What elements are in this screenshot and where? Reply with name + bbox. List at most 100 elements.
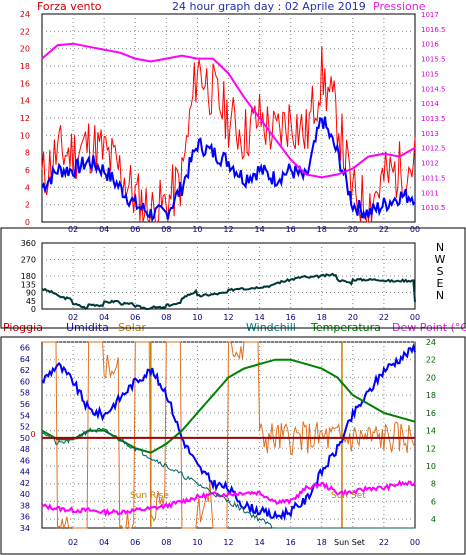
pressure-tick: 1011 [421,189,439,197]
series-pressure [41,42,416,179]
humidity-tick: 50 [20,434,30,443]
direction-tick: 270 [21,256,36,265]
x-tick: 10 [192,225,202,234]
pressure-tick: 1014 [421,100,439,108]
wind-speed-tick: 12 [20,114,30,123]
x-tick: 02 [68,225,78,234]
pressure-tick: 1013 [421,130,439,138]
direction-tick: 45 [26,297,36,306]
sun-set-axis-label: Sun Set [334,538,365,547]
rain-zero-label: 0 [30,430,35,439]
humidity-tick: 64 [20,355,30,364]
temperature-tick: 24 [426,338,436,347]
direction-tick: 135 [21,280,36,289]
x-tick: 04 [99,225,109,234]
x-tick: 04 [99,313,109,322]
pressure-tick: 1016.5 [421,26,446,34]
series-wind-speed [41,46,416,224]
x-tick: 02 [68,538,78,547]
x-tick: 06 [130,313,140,322]
wind-speed-tick: 2 [25,201,30,210]
x-tick: 16 [286,225,296,234]
x-tick: 10 [192,313,202,322]
x-tick: 22 [379,538,389,547]
header-right-label: Pressione [373,0,426,13]
humidity-tick: 34 [20,524,30,533]
humidity-tick: 42 [20,479,30,488]
direction-tick: 90 [26,289,36,298]
bottom-panel-box [0,336,466,555]
compass-label: W [435,253,446,266]
x-tick: 18 [317,538,327,547]
temperature-tick: 4 [431,515,436,524]
temperature-tick: 10 [426,462,436,471]
wind-speed-tick: 10 [20,131,30,140]
wind-speed-tick: 20 [20,45,30,54]
x-tick: 12 [223,538,233,547]
humidity-tick: 44 [20,468,30,477]
x-tick: 20 [348,313,358,322]
temperature-tick: 20 [426,373,436,382]
wind-speed-tick: 0 [25,218,30,227]
wind-speed-tick: 22 [20,27,30,36]
middle-panel-box [0,227,466,329]
x-tick: 14 [254,538,264,547]
x-tick: 08 [161,313,171,322]
series-dewpoint [41,479,416,517]
temperature-tick: 12 [426,444,436,453]
direction-tick: 0 [31,305,36,314]
x-tick: 16 [286,313,296,322]
humidity-tick: 52 [20,423,30,432]
x-tick: 18 [317,313,327,322]
wind-speed-tick: 8 [25,149,30,158]
x-tick: 10 [192,538,202,547]
direction-tick: 180 [21,272,36,281]
humidity-tick: 54 [20,411,30,420]
wind-speed-tick: 14 [20,97,30,106]
x-tick: 14 [254,225,264,234]
x-tick: 00 [410,225,420,234]
wind-speed-tick: 18 [20,62,30,71]
x-tick: 14 [254,313,264,322]
x-tick: 06 [130,538,140,547]
series-windchill [41,427,415,529]
x-tick: 08 [161,538,171,547]
x-tick: 18 [317,225,327,234]
humidity-tick: 56 [20,400,30,409]
pressure-tick: 1011.5 [421,174,446,182]
sun-rise-label: Sun Rise [130,491,169,501]
header-left-label: Forza vento [37,0,102,13]
humidity-tick: 58 [20,389,30,398]
x-tick: 00 [410,538,420,547]
temperature-tick: 6 [431,497,436,506]
sun-set-label: Sun Set [331,491,366,501]
humidity-tick: 48 [20,445,30,454]
pressure-tick: 1015 [421,70,439,78]
humidity-tick: 62 [20,366,30,375]
x-tick: 16 [286,538,296,547]
humidity-tick: 66 [20,344,30,353]
series-direction [41,272,416,311]
page-title: 24 hour graph day : 02 Aprile 2019 [172,0,366,13]
pressure-tick: 1012 [421,160,439,168]
humidity-tick: 40 [20,490,30,499]
wind-speed-tick: 4 [25,183,30,192]
chart-series [41,42,416,530]
compass-label: S [437,265,444,278]
humidity-tick: 60 [20,377,30,386]
series-solar [42,341,416,530]
x-tick: 22 [379,225,389,234]
wind-speed-tick: 6 [25,166,30,175]
compass-label: N [436,241,444,254]
x-tick: 02 [68,313,78,322]
chart-tick-labels: 0246810121416182022241010.510111011.5101… [20,10,446,547]
series-wind-average [41,116,416,223]
x-tick: 20 [348,225,358,234]
x-tick: 00 [410,313,420,322]
series-temperature [41,358,416,454]
pressure-tick: 1013.5 [421,115,446,123]
temperature-tick: 16 [426,409,436,418]
pressure-tick: 1016 [421,41,439,49]
x-tick: 12 [223,313,233,322]
